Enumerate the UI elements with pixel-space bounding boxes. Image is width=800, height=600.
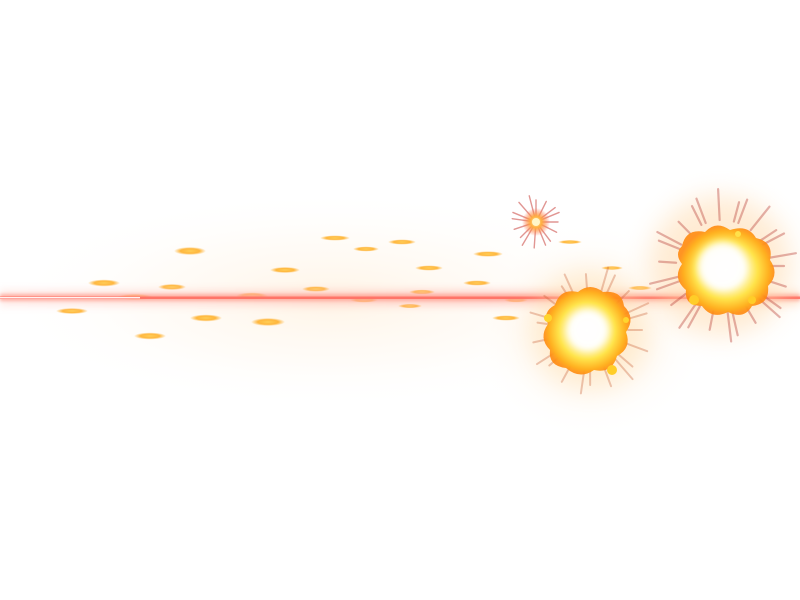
- spark-ray: [695, 197, 707, 225]
- spark-ray: [678, 302, 697, 329]
- ember-particle: [56, 308, 88, 314]
- ember-particle: [134, 332, 166, 340]
- spark-ray: [656, 230, 683, 246]
- spark-ray: [670, 292, 687, 307]
- ember-particle: [492, 315, 520, 321]
- spark-ray: [649, 275, 679, 285]
- spark-ray: [726, 310, 733, 343]
- ember-particle: [270, 267, 300, 273]
- spark-ray: [731, 309, 739, 337]
- ember-particle: [251, 318, 285, 326]
- ember-particle: [190, 314, 222, 322]
- ember-particle: [473, 251, 503, 257]
- spark-ray: [613, 357, 634, 381]
- muzzle-spark-icon: [511, 195, 560, 249]
- spark-ray: [749, 205, 771, 232]
- spark-ray: [599, 266, 610, 295]
- spark-ray: [658, 260, 678, 264]
- explosion-large-icon: [649, 187, 797, 343]
- ember-particle: [88, 279, 120, 287]
- ember-particle: [174, 247, 206, 255]
- spark-ray: [759, 229, 778, 242]
- spark-ray: [677, 220, 691, 235]
- ember-particle: [415, 265, 443, 271]
- spark-ray: [732, 201, 741, 223]
- spark-ray: [624, 342, 649, 353]
- spark-ray: [687, 305, 701, 329]
- ember-particle: [558, 240, 582, 244]
- spark-ray: [761, 232, 786, 246]
- explosion-small-icon: [529, 266, 650, 395]
- ember-particle: [320, 235, 350, 241]
- ember-particle: [388, 239, 416, 245]
- spark-ray: [690, 204, 703, 226]
- spark-ray: [617, 353, 634, 368]
- spark-ray: [716, 187, 721, 222]
- spark-ray: [766, 252, 797, 260]
- ember-particle: [601, 266, 623, 270]
- ember-particle: [353, 246, 379, 252]
- ember-particle: [628, 285, 652, 291]
- spark-ray: [655, 280, 680, 291]
- spark-ray: [737, 198, 749, 225]
- ember-particle: [463, 280, 491, 286]
- ember-particle: [158, 284, 186, 290]
- spark-ray: [657, 239, 681, 250]
